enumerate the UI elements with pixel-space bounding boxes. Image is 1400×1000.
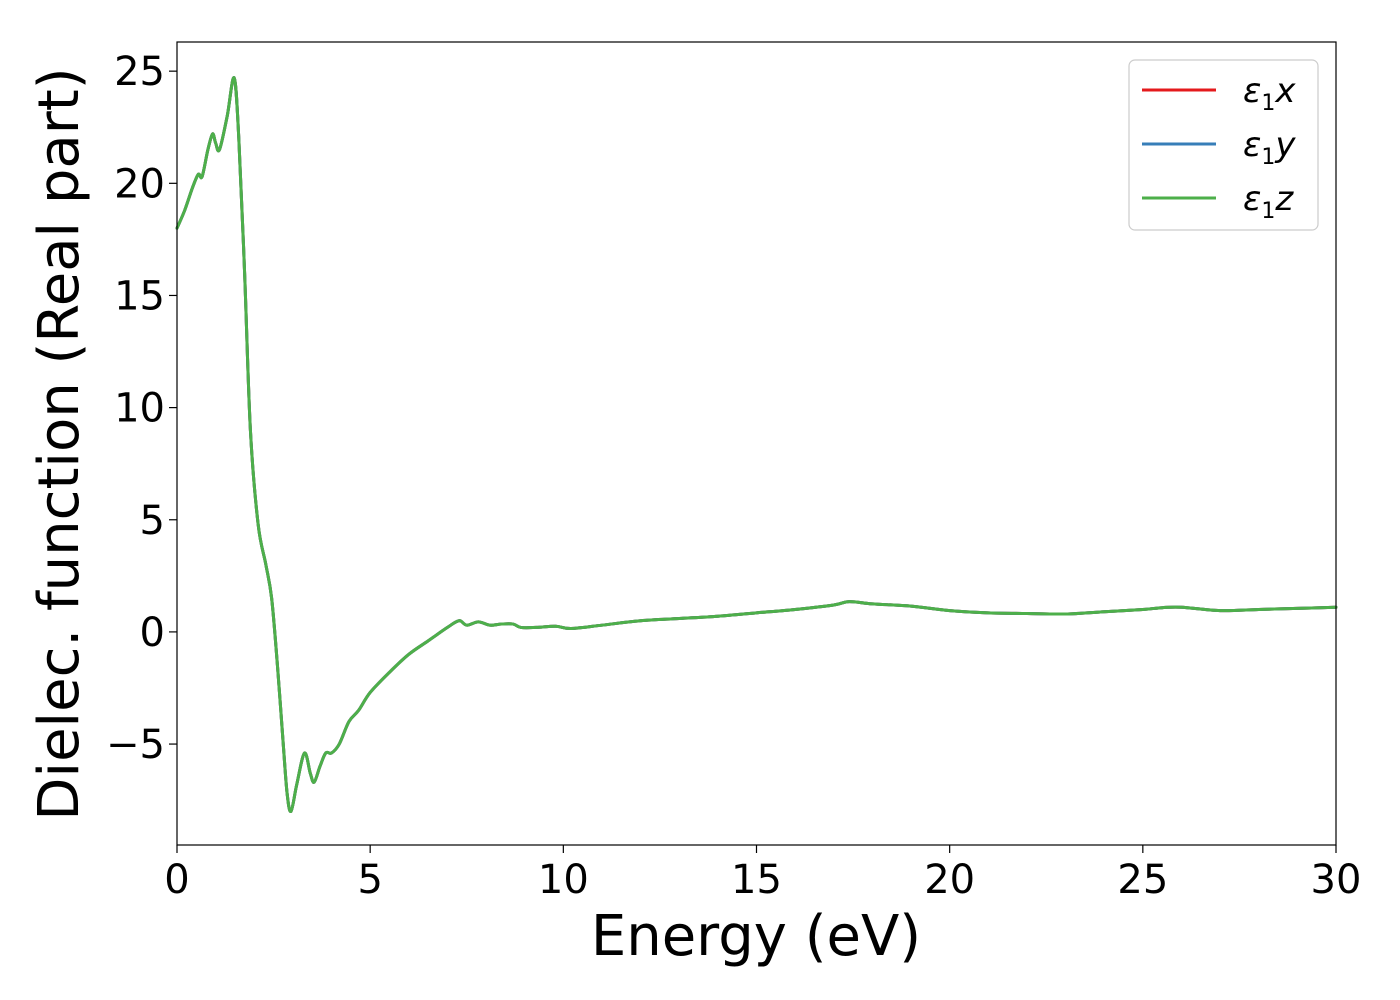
x-axis-label: Energy (eV) bbox=[591, 904, 921, 969]
y-tick-label: 25 bbox=[114, 49, 165, 95]
y-tick-label: 15 bbox=[114, 273, 165, 319]
y-tick-label: 0 bbox=[140, 610, 165, 656]
y-axis-label: Dielec. function (Real part) bbox=[27, 67, 92, 820]
legend-label-x: ε1x bbox=[1243, 71, 1296, 116]
x-tick-label: 15 bbox=[731, 857, 782, 903]
series-line-z bbox=[175, 76, 1338, 813]
legend-label-z: ε1z bbox=[1243, 179, 1294, 224]
y-tick-label: 10 bbox=[114, 386, 165, 432]
y-tick-label: −5 bbox=[106, 722, 165, 768]
y-tick-label: 5 bbox=[140, 498, 165, 544]
x-tick-label: 20 bbox=[924, 857, 975, 903]
x-axis-ticks: 0 5 10 15 20 25 30 bbox=[164, 845, 1361, 903]
legend-label-y: ε1y bbox=[1243, 125, 1296, 170]
y-axis-ticks: −5 0 5 10 15 20 25 bbox=[106, 49, 177, 768]
series-layer bbox=[175, 76, 1338, 813]
x-tick-label: 25 bbox=[1117, 857, 1168, 903]
x-tick-label: 0 bbox=[164, 857, 189, 903]
legend-box bbox=[1128, 59, 1319, 231]
x-tick-label: 5 bbox=[357, 857, 382, 903]
x-tick-label: 10 bbox=[538, 857, 589, 903]
y-tick-label: 20 bbox=[114, 161, 165, 207]
legend: ε1x ε1y ε1z bbox=[1128, 59, 1319, 231]
x-tick-label: 30 bbox=[1311, 857, 1362, 903]
